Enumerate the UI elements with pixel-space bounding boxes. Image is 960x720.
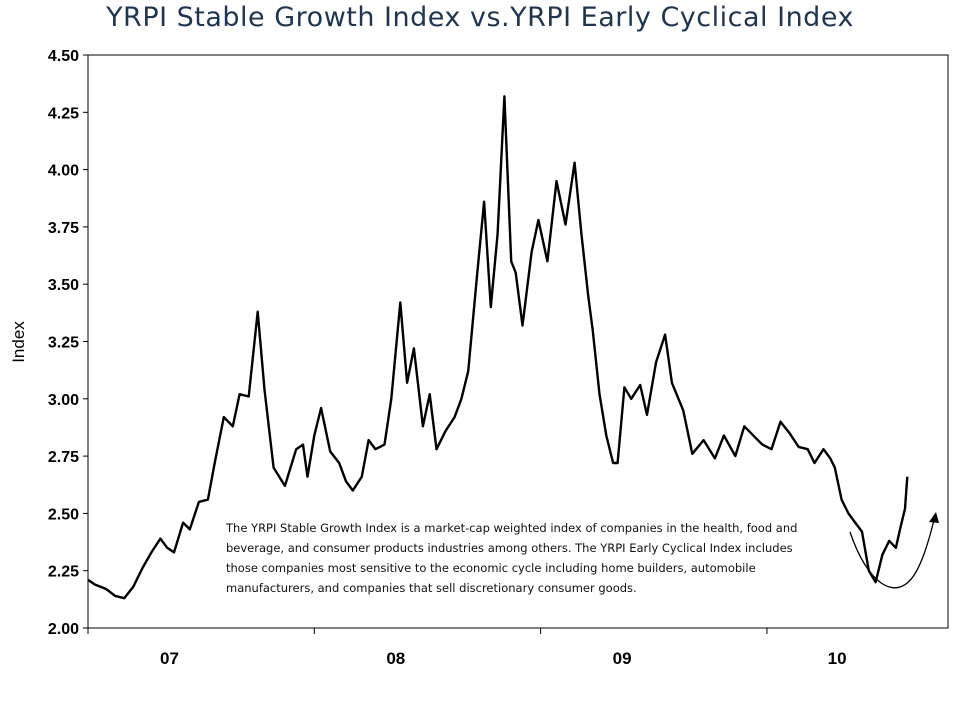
arrow-head-icon bbox=[929, 512, 939, 523]
y-axis: 2.00 2.25 2.50 2.75 3.00 3.25 3.50 3.75 4.00 4.25… bbox=[48, 48, 88, 638]
x-tick-label: 07 bbox=[160, 649, 179, 668]
y-axis-label: Index bbox=[9, 321, 28, 363]
y-tick-label: 2.00 bbox=[48, 621, 79, 638]
y-tick-label: 2.50 bbox=[48, 506, 79, 523]
chart-title: YRPI Stable Growth Index vs.YRPI Early C… bbox=[106, 2, 854, 33]
y-tick-label: 4.50 bbox=[48, 48, 79, 65]
y-tick-label: 4.25 bbox=[48, 105, 79, 122]
x-tick-label: 09 bbox=[613, 649, 632, 668]
trend-arrow-curve bbox=[849, 519, 935, 589]
chart-note: The YRPI Stable Growth Index is a market… bbox=[226, 521, 798, 595]
y-tick-label: 2.25 bbox=[48, 564, 79, 581]
y-tick-label: 3.50 bbox=[48, 277, 79, 294]
trend-arrow bbox=[849, 512, 939, 589]
y-tick-label: 3.25 bbox=[48, 335, 79, 352]
x-tick-label: 10 bbox=[828, 649, 847, 668]
y-tick-label: 3.00 bbox=[48, 392, 79, 409]
series-line bbox=[87, 95, 909, 600]
x-axis: 07 08 09 10 bbox=[87, 628, 847, 668]
y-tick-label: 4.00 bbox=[48, 163, 79, 180]
y-tick-label: 2.75 bbox=[48, 449, 79, 466]
x-tick-label: 08 bbox=[386, 649, 405, 668]
y-tick-label: 3.75 bbox=[48, 220, 79, 237]
plot-area bbox=[87, 54, 949, 629]
